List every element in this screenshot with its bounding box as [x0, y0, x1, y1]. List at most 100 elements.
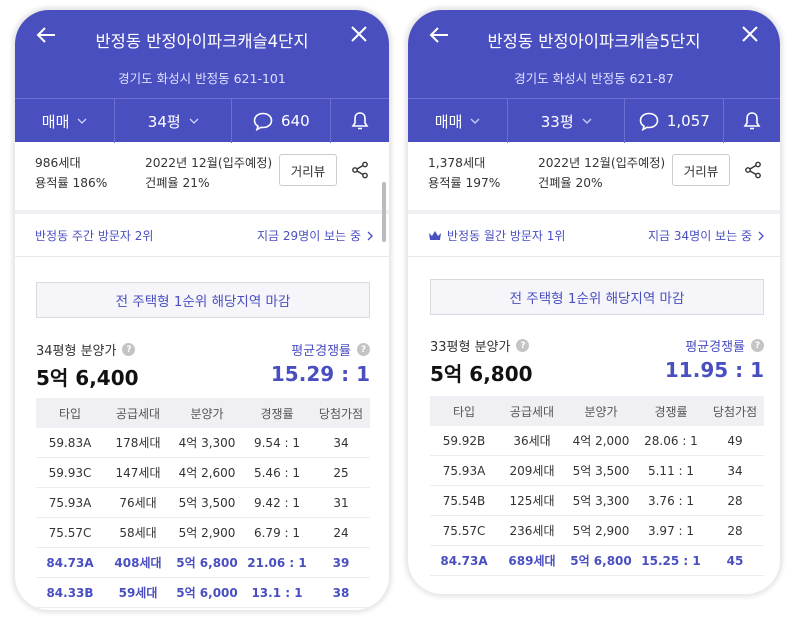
- table-cell: 76세대: [104, 487, 172, 518]
- table-cell: 3.76 : 1: [636, 485, 706, 516]
- table-cell: 39: [312, 547, 370, 578]
- table-cell: 9.42 : 1: [242, 487, 312, 518]
- chevron-down-icon: [582, 118, 592, 124]
- question-icon[interactable]: ?: [357, 343, 370, 356]
- comment-bubble-icon: [253, 112, 273, 131]
- share-icon[interactable]: [351, 161, 369, 179]
- crown-icon: [429, 231, 441, 240]
- table-cell: 31: [312, 487, 370, 518]
- table-row: 59.83A 178세대 4억 3,300 9.54 : 1 34: [36, 428, 370, 458]
- table-cell: 24: [312, 517, 370, 548]
- bell-icon: [351, 112, 369, 130]
- column-header: 당첨가점: [312, 398, 370, 428]
- chevron-right-icon: [758, 231, 764, 240]
- table-cell: 236세대: [498, 515, 566, 546]
- viewing-now: 지금 29명이 보는 중: [257, 229, 361, 243]
- price-label-row: 33평형 분양가?: [430, 336, 530, 355]
- address: 경기도 화성시 반정동 621-87: [514, 71, 674, 86]
- table-cell: 75.93A: [430, 455, 498, 486]
- table-cell: 45: [706, 545, 764, 576]
- complex-info: 1,378세대 용적률 197% 2022년 12월(입주예정) 건폐율 20% 거…: [408, 142, 780, 214]
- table-cell: 58세대: [104, 517, 172, 548]
- comment-bubble-icon: [639, 112, 659, 131]
- floor-area-ratio: 용적률 197%: [428, 176, 501, 190]
- page-title: 반정동 반정아이파크캐슬5단지: [487, 32, 701, 51]
- table-cell: 209세대: [498, 455, 566, 486]
- table-row: 75.57C 58세대 5억 2,900 6.79 : 1 24: [36, 517, 370, 548]
- close-icon[interactable]: [349, 24, 369, 44]
- price-value: 5억 6,400: [36, 366, 139, 390]
- table-cell: 38: [312, 577, 370, 608]
- table-cell: 25: [312, 457, 370, 488]
- column-header: 당첨가점: [706, 396, 764, 426]
- table-cell: 59세대: [104, 577, 172, 608]
- distance-view-button[interactable]: 거리뷰: [279, 154, 337, 186]
- comment-count: 640: [281, 112, 310, 130]
- share-icon[interactable]: [744, 161, 762, 179]
- chevron-down-icon: [77, 118, 87, 124]
- column-header: 공급세대: [104, 398, 172, 428]
- table-cell: 5억 3,500: [566, 455, 636, 486]
- tab-size[interactable]: 33평: [508, 99, 626, 143]
- competition-label-row: 평균경쟁률?: [291, 340, 370, 359]
- tab-trade-type[interactable]: 매매: [408, 99, 509, 143]
- tab-trade-label: 매매: [434, 112, 463, 131]
- tab-bar: 매매 33평 1,057: [408, 98, 780, 143]
- visitor-bar[interactable]: 반정동 주간 방문자 2위 지금 29명이 보는 중: [15, 214, 389, 257]
- table-cell: 9.54 : 1: [242, 428, 312, 458]
- table-cell: 5억 3,300: [566, 485, 636, 516]
- table-cell: 28.06 : 1: [636, 426, 706, 456]
- table-cell: 3.97 : 1: [636, 515, 706, 546]
- table-row: 84.33B 59세대 5억 6,000 13.1 : 1 38: [36, 577, 370, 608]
- table-cell: 147세대: [104, 457, 172, 488]
- tab-notification[interactable]: [331, 99, 389, 143]
- scrollbar[interactable]: [382, 182, 386, 242]
- back-arrow-icon[interactable]: [428, 24, 450, 46]
- visitor-rank: 반정동 주간 방문자 2위: [35, 229, 154, 243]
- table-cell: 408세대: [104, 547, 172, 578]
- comment-count: 1,057: [666, 112, 710, 130]
- tab-comments[interactable]: 640: [232, 99, 332, 143]
- tab-trade-type[interactable]: 매매: [15, 99, 116, 143]
- table-cell: 5억 2,900: [172, 517, 242, 548]
- building-coverage-ratio: 건폐율 21%: [145, 176, 210, 190]
- table-cell: 34: [706, 455, 764, 486]
- table-cell: 5억 6,800: [172, 547, 242, 578]
- visitor-rank: 반정동 월간 방문자 1위: [447, 229, 566, 243]
- tab-size[interactable]: 34평: [115, 99, 233, 143]
- table-cell: 28: [706, 485, 764, 516]
- price-label: 34평형 분양가: [36, 344, 117, 359]
- table-cell: 49: [706, 426, 764, 456]
- visitor-bar[interactable]: 반정동 월간 방문자 1위 지금 34명이 보는 중: [408, 214, 780, 257]
- tab-notification[interactable]: [724, 99, 780, 143]
- table-cell: 13.1 : 1: [242, 577, 312, 608]
- table-row: 84.73A 689세대 5억 6,800 15.25 : 1 45: [430, 545, 764, 576]
- table-cell: 5.46 : 1: [242, 457, 312, 488]
- tab-bar: 매매 34평 640: [15, 98, 389, 143]
- column-header: 경쟁률: [242, 398, 312, 428]
- table-cell: 178세대: [104, 428, 172, 458]
- right-phone-panel: 반정동 반정아이파크캐슬5단지 경기도 화성시 반정동 621-87 매매 33…: [408, 10, 780, 594]
- first-rank-banner: 전 주택형 1순위 해당지역 마감: [36, 282, 370, 318]
- price-label-row: 34평형 분양가?: [36, 340, 136, 359]
- move-in-date: 2022년 12월(입주예정): [145, 156, 273, 170]
- table-row: 75.93A 209세대 5억 3,500 5.11 : 1 34: [430, 455, 764, 486]
- question-icon[interactable]: ?: [122, 343, 136, 356]
- table-cell: 75.57C: [36, 517, 104, 548]
- close-icon[interactable]: [740, 24, 760, 44]
- table-cell: 4억 2,000: [566, 426, 636, 456]
- table-row: 75.93A 76세대 5억 3,500 9.42 : 1 31: [36, 487, 370, 518]
- tab-size-label: 33평: [540, 112, 574, 131]
- tab-comments[interactable]: 1,057: [625, 99, 725, 143]
- bell-icon: [743, 112, 761, 130]
- chevron-down-icon: [189, 118, 199, 124]
- question-icon[interactable]: ?: [516, 339, 530, 352]
- competition-value: 15.29 : 1: [270, 362, 370, 386]
- table-row: 59.92B 36세대 4억 2,000 28.06 : 1 49: [430, 426, 764, 456]
- floor-area-ratio: 용적률 186%: [35, 176, 108, 190]
- back-arrow-icon[interactable]: [35, 24, 57, 46]
- table-cell: 5억 3,500: [172, 487, 242, 518]
- distance-view-button[interactable]: 거리뷰: [672, 154, 730, 186]
- question-icon[interactable]: ?: [751, 339, 764, 352]
- column-header: 타입: [36, 398, 104, 428]
